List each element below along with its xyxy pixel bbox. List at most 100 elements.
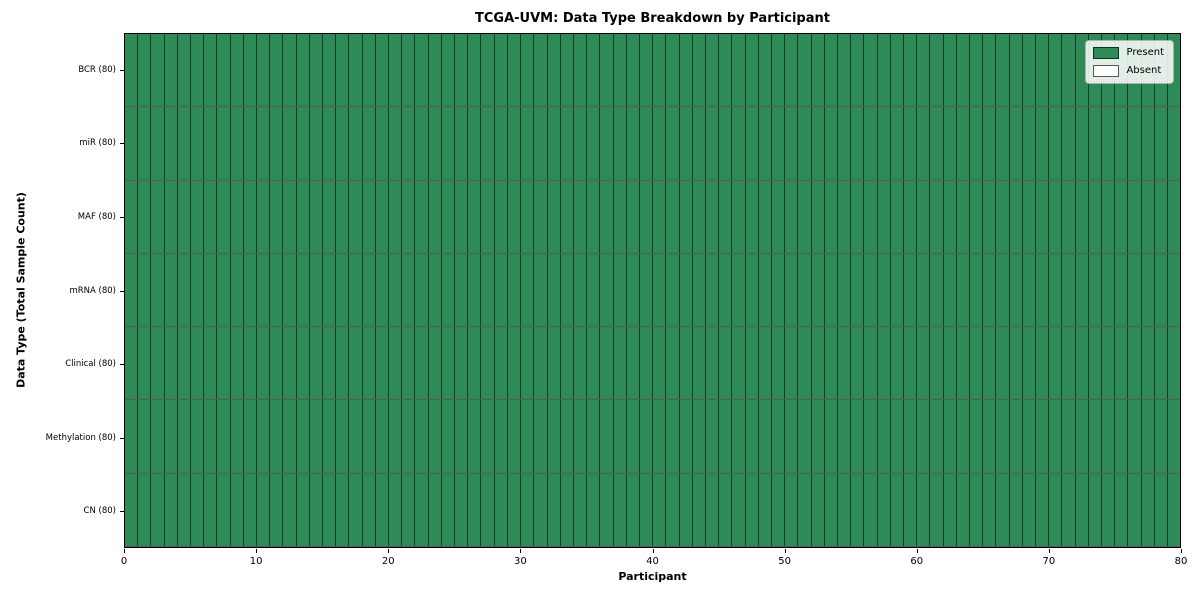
heatmap-cell bbox=[323, 107, 337, 180]
heatmap-cell bbox=[151, 327, 165, 400]
heatmap-cell bbox=[903, 253, 918, 327]
heatmap-cell bbox=[323, 327, 337, 400]
heatmap-cell bbox=[177, 400, 192, 473]
heatmap-cell bbox=[323, 400, 337, 473]
y-tick-mark bbox=[120, 511, 124, 512]
heatmap-cell bbox=[402, 400, 416, 473]
heatmap-cell bbox=[217, 473, 231, 546]
y-tick-mark bbox=[120, 70, 124, 71]
heatmap-cell bbox=[468, 107, 482, 180]
heatmap-cell bbox=[798, 180, 812, 253]
heatmap-cell bbox=[164, 107, 178, 180]
heatmap-cell bbox=[851, 400, 865, 473]
heatmap-cell bbox=[732, 34, 746, 107]
x-tick-label: 10 bbox=[249, 556, 263, 567]
heatmap-cell bbox=[851, 327, 865, 400]
heatmap-cell bbox=[1075, 180, 1089, 253]
heatmap-cell bbox=[837, 473, 852, 546]
heatmap-cell bbox=[983, 180, 997, 253]
heatmap-cell bbox=[970, 180, 984, 253]
heatmap-cell bbox=[230, 180, 244, 253]
heatmap-cell bbox=[1141, 107, 1155, 180]
absent-swatch-icon bbox=[1093, 65, 1120, 77]
heatmap-cell bbox=[415, 34, 429, 107]
legend-item-present: Present bbox=[1093, 47, 1164, 59]
heatmap-cell bbox=[547, 327, 561, 400]
heatmap-cell bbox=[1062, 180, 1076, 253]
heatmap-cell bbox=[257, 107, 271, 180]
heatmap-cell bbox=[1009, 400, 1023, 473]
heatmap-cell bbox=[785, 107, 799, 180]
x-tick-label: 40 bbox=[646, 556, 659, 567]
heatmap-cell bbox=[970, 400, 984, 473]
heatmap-cell bbox=[719, 400, 733, 473]
heatmap-cell bbox=[1062, 253, 1076, 327]
heatmap-cell bbox=[1062, 107, 1076, 180]
heatmap-cell bbox=[864, 327, 878, 400]
heatmap-cell bbox=[666, 253, 680, 327]
heatmap-cell bbox=[455, 107, 469, 180]
heatmap-cell bbox=[521, 34, 535, 107]
heatmap-cell bbox=[217, 180, 231, 253]
heatmap-cell bbox=[389, 180, 403, 253]
heatmap-cell bbox=[1168, 107, 1181, 180]
heatmap-cell bbox=[1141, 400, 1155, 473]
heatmap-cell bbox=[890, 400, 904, 473]
heatmap-cell bbox=[138, 473, 152, 546]
heatmap-cell bbox=[758, 473, 772, 546]
heatmap-cell bbox=[666, 180, 680, 253]
heatmap-cell bbox=[243, 473, 258, 546]
heatmap-cell bbox=[1075, 253, 1089, 327]
x-tick-mark bbox=[520, 549, 521, 553]
heatmap-cell bbox=[1022, 180, 1037, 253]
heatmap-cell bbox=[375, 34, 390, 107]
heatmap-cell bbox=[864, 107, 878, 180]
heatmap-cell bbox=[455, 253, 469, 327]
heatmap-cell bbox=[1075, 473, 1089, 546]
heatmap-cell bbox=[626, 327, 640, 400]
heatmap-cell bbox=[164, 473, 178, 546]
heatmap-cell bbox=[230, 34, 244, 107]
heatmap-cell bbox=[745, 34, 759, 107]
heatmap-cell bbox=[1128, 327, 1142, 400]
heatmap-cell bbox=[125, 327, 139, 400]
heatmap-cell bbox=[1062, 34, 1076, 107]
heatmap-cell bbox=[257, 253, 271, 327]
heatmap-cell bbox=[243, 327, 258, 400]
heatmap-cell bbox=[679, 253, 693, 327]
heatmap-cell bbox=[204, 180, 218, 253]
heatmap-cell bbox=[996, 473, 1010, 546]
heatmap-cell bbox=[653, 327, 667, 400]
heatmap-cell bbox=[1088, 400, 1103, 473]
heatmap-cell bbox=[415, 253, 429, 327]
heatmap-cell bbox=[1075, 107, 1089, 180]
heatmap-cell bbox=[771, 253, 786, 327]
heatmap-cell bbox=[230, 473, 244, 546]
chart-title: TCGA-UVM: Data Type Breakdown by Partici… bbox=[475, 11, 830, 26]
heatmap-cell bbox=[494, 34, 508, 107]
heatmap-cell bbox=[983, 327, 997, 400]
heatmap-cell bbox=[151, 400, 165, 473]
heatmap-cell bbox=[547, 180, 561, 253]
heatmap-cell bbox=[164, 34, 178, 107]
heatmap-cell bbox=[877, 400, 891, 473]
heatmap-cell bbox=[362, 180, 376, 253]
heatmap-cell bbox=[362, 473, 376, 546]
heatmap-cell bbox=[613, 327, 627, 400]
heatmap-cell bbox=[1009, 473, 1023, 546]
heatmap-cell bbox=[1168, 253, 1181, 327]
heatmap-cell bbox=[639, 400, 654, 473]
heatmap-cell bbox=[771, 107, 786, 180]
heatmap-cell bbox=[1168, 180, 1181, 253]
heatmap-cell bbox=[507, 34, 522, 107]
heatmap-cell bbox=[679, 34, 693, 107]
heatmap-cell bbox=[666, 107, 680, 180]
heatmap-cell bbox=[230, 253, 244, 327]
plot-area: Present Absent bbox=[124, 33, 1181, 548]
heatmap-cell bbox=[983, 107, 997, 180]
heatmap-cell bbox=[389, 107, 403, 180]
heatmap-cell bbox=[666, 400, 680, 473]
heatmap-cell bbox=[336, 107, 350, 180]
heatmap-cell bbox=[970, 327, 984, 400]
heatmap-cell bbox=[811, 327, 825, 400]
